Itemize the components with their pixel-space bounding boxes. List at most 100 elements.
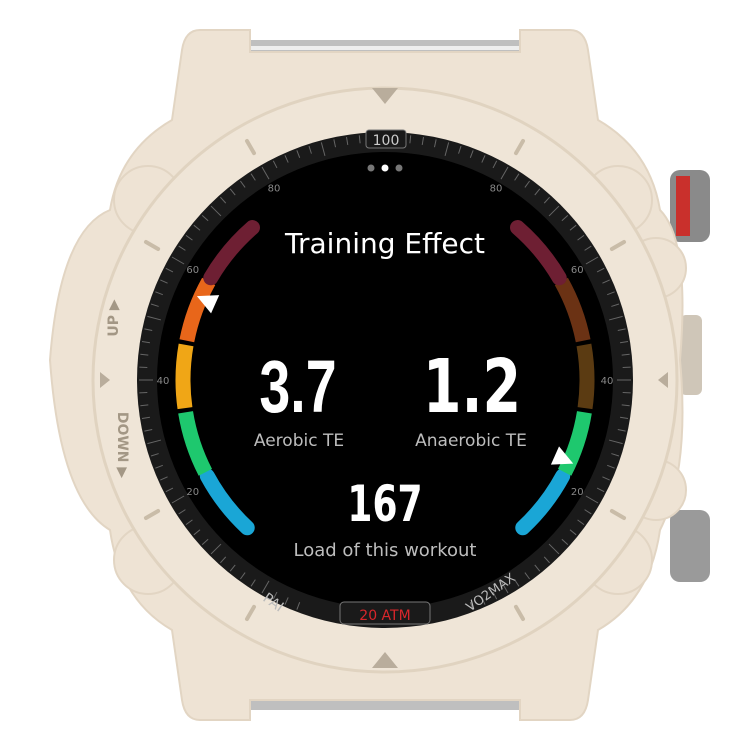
screen xyxy=(157,152,613,608)
aerobic-gauge-segment xyxy=(203,220,260,286)
bezel-number: 40 xyxy=(601,376,614,387)
tick-mark xyxy=(144,428,153,432)
tick-mark xyxy=(585,256,599,265)
tick-mark xyxy=(409,135,412,144)
anaerobic-gauge-segment xyxy=(576,343,595,410)
anaerobic-gauge-segment xyxy=(515,468,571,536)
tick-mark xyxy=(621,353,630,356)
aerobic-gauge-segment xyxy=(175,343,194,410)
tick-mark xyxy=(608,315,623,321)
tick-mark xyxy=(596,487,605,493)
tick-mark xyxy=(193,224,201,231)
tick-mark xyxy=(596,267,605,273)
tick-mark xyxy=(492,591,498,600)
tick-mark xyxy=(611,453,620,457)
tick-mark xyxy=(333,139,337,148)
tick-mark xyxy=(155,464,163,469)
bezel-marker xyxy=(245,604,256,622)
tick-mark xyxy=(320,142,326,157)
tick-mark xyxy=(514,173,520,181)
page-dot xyxy=(381,164,389,172)
tick-mark xyxy=(284,155,289,163)
tick-mark xyxy=(602,279,610,284)
anaerobic-label: Anaerobic TE xyxy=(415,431,527,451)
tick-mark xyxy=(220,196,227,204)
aerobic-gauge-segment xyxy=(199,468,255,536)
tick-mark xyxy=(421,136,424,146)
tick-mark xyxy=(492,160,498,169)
tick-mark xyxy=(514,579,520,587)
tick-mark xyxy=(147,439,162,445)
bottom-triangle-icon xyxy=(372,652,398,668)
tick-mark xyxy=(140,404,149,407)
tick-mark xyxy=(524,572,530,580)
tick-mark xyxy=(433,139,437,148)
tick-mark xyxy=(150,453,159,457)
bezel-marker xyxy=(514,604,525,622)
anaerobic-gauge-marker-icon xyxy=(550,446,574,465)
tick-mark xyxy=(178,245,186,251)
page-dot xyxy=(395,164,403,172)
tick-mark xyxy=(577,235,585,241)
tick-mark xyxy=(481,155,486,163)
up-label: UP ▶ xyxy=(106,299,122,337)
anaerobic-gauge-segment xyxy=(557,410,592,476)
anaerobic-gauge-segment xyxy=(510,220,567,286)
tick-mark xyxy=(185,235,193,241)
tick-mark xyxy=(585,495,599,504)
page-dot xyxy=(367,164,375,172)
tick-mark xyxy=(178,509,186,515)
tick-mark xyxy=(171,495,185,504)
tick-mark xyxy=(144,328,153,332)
tick-mark xyxy=(481,597,486,605)
top-triangle-icon xyxy=(372,88,398,104)
tick-mark xyxy=(210,205,222,217)
down-label: DOWN ▶ xyxy=(114,412,130,479)
middle-right-button[interactable] xyxy=(680,315,702,395)
tick-mark xyxy=(584,245,592,251)
tick-mark xyxy=(358,135,361,144)
bezel-number: 20 xyxy=(186,487,199,498)
tick-mark xyxy=(240,572,246,580)
anaerobic-value: 1.2 xyxy=(423,344,521,430)
tick-mark xyxy=(220,556,227,564)
aerobic-gauge-marker-icon xyxy=(196,295,220,314)
tick-mark xyxy=(250,579,256,587)
tick-mark xyxy=(240,180,246,188)
aerobic-gauge-segment xyxy=(178,410,213,476)
tick-mark xyxy=(617,328,626,332)
tick-mark xyxy=(171,256,185,265)
load-value: 167 xyxy=(347,476,422,533)
side-buttons[interactable] xyxy=(670,170,710,582)
bezel-number: 60 xyxy=(186,265,199,276)
tick-mark xyxy=(444,142,450,157)
bezel-marker xyxy=(245,138,256,156)
bezel-number: 40 xyxy=(157,376,170,387)
tick-mark xyxy=(284,597,289,605)
tick-mark xyxy=(543,196,550,204)
tick-mark xyxy=(261,580,270,594)
tick-mark xyxy=(608,439,623,445)
tick-mark xyxy=(296,150,301,158)
bezel-number: 80 xyxy=(490,184,503,195)
left-triangle-icon xyxy=(100,372,110,388)
tick-mark xyxy=(548,543,560,555)
tick-mark xyxy=(607,291,615,296)
bezel-ticks xyxy=(143,138,627,622)
tick-mark xyxy=(193,529,201,536)
tick-mark xyxy=(569,529,577,536)
anaerobic-gauge-segment xyxy=(554,277,591,343)
bezel-marker xyxy=(514,138,525,156)
tick-mark xyxy=(210,543,222,555)
tick-mark xyxy=(147,315,162,321)
tick-mark xyxy=(500,166,509,180)
aerobic-label: Aerobic TE xyxy=(254,431,344,451)
tick-mark xyxy=(469,150,474,158)
tick-mark xyxy=(619,341,629,344)
tick-mark xyxy=(534,564,541,572)
bezel-100: 100 xyxy=(373,133,400,149)
bezel-marker xyxy=(609,240,627,251)
bottom-right-button[interactable] xyxy=(670,510,710,582)
tick-mark xyxy=(617,428,626,432)
